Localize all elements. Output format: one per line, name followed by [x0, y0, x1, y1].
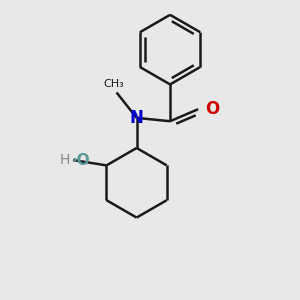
Text: CH₃: CH₃: [103, 79, 124, 89]
Text: ·O: ·O: [72, 152, 90, 167]
Text: O: O: [205, 100, 219, 118]
Text: H: H: [59, 153, 70, 167]
Text: N: N: [130, 109, 144, 127]
